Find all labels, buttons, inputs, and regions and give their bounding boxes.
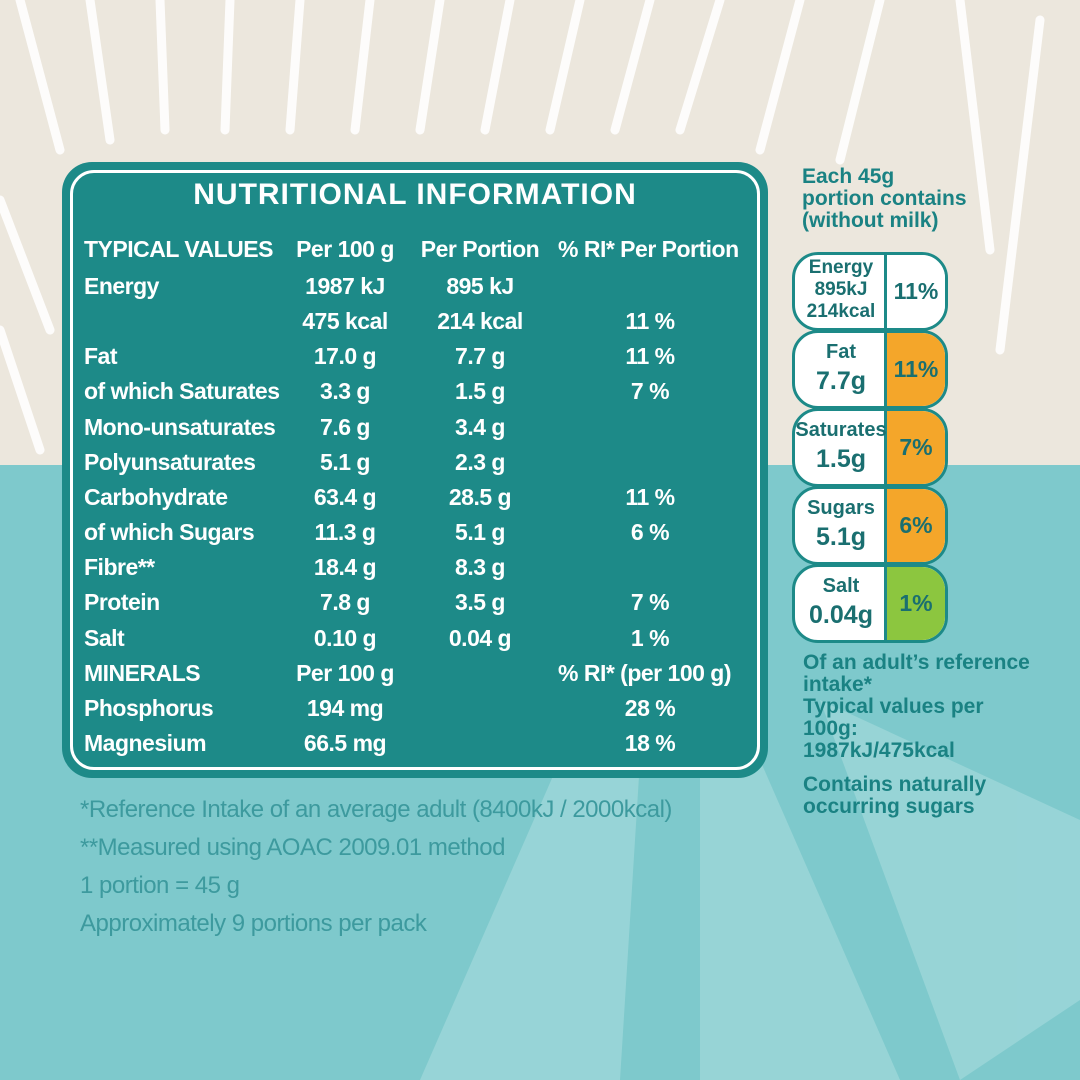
light-cell: Sugars 5.1g 6%: [792, 486, 948, 565]
light-ri: 1%: [899, 590, 933, 616]
cell-ri: 7 %: [630, 378, 670, 405]
cell-label: Fibre**: [84, 554, 155, 581]
light-color: [884, 489, 945, 562]
nutrition-panel: NUTRITIONAL INFORMATION: [62, 162, 768, 778]
light-name: Energy: [808, 257, 874, 278]
footnote: 1 portion = 45 g: [80, 872, 240, 899]
cell-per100: 11.3 g: [314, 519, 376, 546]
light-ri: 6%: [899, 512, 933, 538]
light-amount: 895kJ: [814, 279, 868, 300]
cell-label: Carbohydrate: [84, 483, 228, 510]
cell-per100: 7.8 g: [320, 589, 370, 616]
panel-title: NUTRITIONAL INFORMATION: [193, 178, 637, 211]
minerals-header: Per 100 g: [296, 659, 394, 686]
cell-per100: 17.0 g: [313, 343, 377, 370]
cell-portion: 3.4 g: [455, 413, 505, 440]
light-ri: 11%: [893, 356, 939, 382]
cell-label: Protein: [84, 589, 160, 616]
footnote: Approximately 9 portions per pack: [80, 910, 427, 937]
side-note: occurring sugars: [803, 795, 975, 818]
cell-per100: 7.6 g: [320, 413, 370, 440]
cell-ri: 11 %: [625, 483, 675, 510]
mineral-ri: 18 %: [624, 729, 676, 756]
mineral-per100: 66.5 mg: [303, 729, 387, 756]
header-cell: % RI* Per Portion: [558, 236, 739, 262]
cell-ri: 11 %: [625, 308, 675, 335]
cell-per100: 5.1 g: [320, 448, 370, 475]
cell-portion: 28.5 g: [448, 483, 512, 510]
side-note: 100g:: [803, 717, 858, 740]
header-cell: TYPICAL VALUES: [84, 236, 273, 262]
mineral-per100: 194 mg: [306, 694, 384, 721]
intro-line: (without milk): [802, 209, 939, 232]
cell-portion: 0.04 g: [448, 624, 512, 651]
header-cell: Per Portion: [420, 236, 540, 262]
cell-per100: 475 kcal: [302, 308, 388, 335]
footnote: **Measured using AOAC 2009.01 method: [80, 834, 505, 861]
light-cell: Salt 0.04g 1%: [792, 564, 948, 643]
cell-ri: 11 %: [625, 343, 675, 370]
light-cell: Energy 895kJ 214kcal 11%: [792, 252, 948, 331]
side-note: 1987kJ/475kcal: [803, 739, 955, 762]
cell-per100: 63.4 g: [313, 483, 377, 510]
cell-ri: 7 %: [630, 589, 670, 616]
cell-label: of which Sugars: [84, 519, 255, 546]
mineral-label: Magnesium: [84, 729, 207, 756]
side-note: intake*: [803, 673, 872, 696]
light-amount: 0.04g: [809, 601, 873, 629]
side-note: Contains naturally: [803, 773, 987, 796]
light-amount: 5.1g: [815, 523, 867, 551]
light-cell: Fat 7.7g 11%: [792, 330, 948, 409]
cell-portion: 895 kJ: [446, 273, 514, 299]
footnote: *Reference Intake of an average adult (8…: [80, 796, 672, 823]
light-name: Sugars: [807, 497, 875, 519]
cell-ri: 1 %: [630, 624, 670, 651]
cell-per100: 0.10 g: [313, 624, 377, 651]
side-note: Typical values per: [803, 695, 984, 718]
intro-line: portion contains: [802, 187, 967, 210]
mineral-label: Phosphorus: [84, 694, 214, 721]
cell-label: Fat: [84, 343, 118, 370]
cell-portion: 1.5 g: [455, 378, 505, 405]
cell-portion: 2.3 g: [455, 448, 505, 475]
light-ri: 7%: [899, 434, 933, 460]
cell-portion: 7.7 g: [455, 343, 505, 370]
header-cell: Per 100 g: [296, 236, 394, 262]
minerals-header: MINERALS: [84, 659, 201, 686]
light-amount: 7.7g: [815, 367, 867, 395]
light-ri: 11%: [893, 278, 939, 304]
cell-label: of which Saturates: [84, 378, 280, 405]
cell-portion: 5.1 g: [455, 519, 505, 546]
cell-portion: 214 kcal: [437, 308, 523, 335]
cell-label: Energy: [84, 273, 159, 299]
cell-label: Salt: [84, 624, 125, 651]
minerals-header: % RI* (per 100 g): [558, 659, 732, 686]
cell-portion: 3.5 g: [455, 589, 505, 616]
intro-line: Each 45g: [802, 165, 895, 188]
traffic-lights: Energy 895kJ 214kcal 11% Fat 7.7g 11% Saturates…: [792, 252, 948, 644]
light-cell: Saturates 1.5g 7%: [792, 408, 948, 487]
cell-label: Polyunsaturates: [84, 448, 256, 475]
light-name: Saturates: [795, 419, 887, 441]
cell-label: Mono-unsaturates: [84, 413, 276, 440]
cell-ri: 6 %: [630, 519, 670, 546]
light-color: [884, 255, 945, 328]
side-note: Of an adult’s reference: [803, 651, 1030, 674]
cell-per100: 18.4 g: [313, 554, 377, 581]
light-amount: 214kcal: [806, 301, 876, 322]
light-amount: 1.5g: [815, 445, 867, 473]
light-color: [884, 411, 945, 484]
mineral-ri: 28 %: [624, 694, 676, 721]
light-name: Fat: [826, 341, 856, 363]
light-name: Salt: [822, 575, 860, 597]
light-color: [884, 567, 945, 640]
cell-per100: 3.3 g: [320, 378, 370, 405]
light-color: [884, 333, 945, 406]
cell-portion: 8.3 g: [455, 554, 505, 581]
cell-per100: 1987 kJ: [305, 273, 385, 299]
panel-border: [70, 170, 760, 770]
